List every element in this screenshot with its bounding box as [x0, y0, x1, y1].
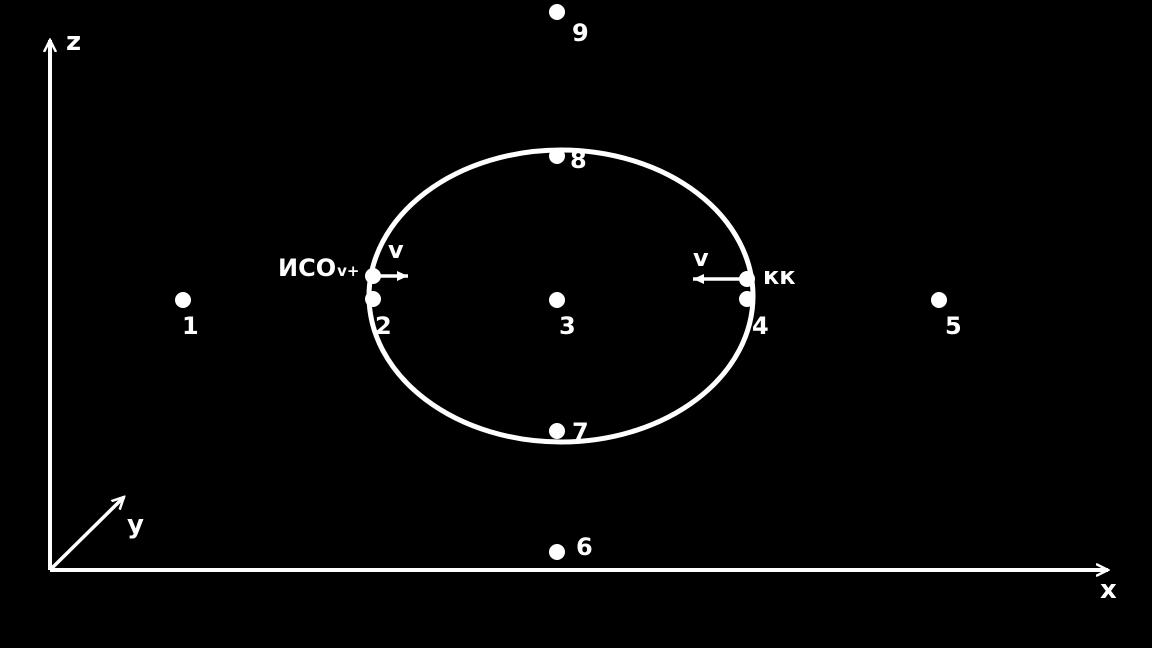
right-frame-point [739, 271, 755, 287]
left-velocity-label: v [388, 236, 404, 264]
x-axis-label: x [1100, 575, 1117, 605]
z-axis-label: z [66, 27, 81, 57]
right-frame-label: кк [763, 262, 796, 290]
point-5 [931, 292, 947, 308]
point-label-4: 4 [752, 312, 769, 340]
point-label-5: 5 [945, 312, 962, 340]
point-label-6: 6 [576, 533, 593, 561]
point-9 [549, 4, 565, 20]
point-4 [739, 291, 755, 307]
point-2 [365, 291, 381, 307]
point-label-2: 2 [375, 312, 392, 340]
left-frame-subscript: v+ [337, 262, 359, 280]
left-frame-point [365, 268, 381, 284]
point-6 [549, 544, 565, 560]
point-label-1: 1 [182, 312, 199, 340]
point-1 [175, 292, 191, 308]
y-axis-label: y [127, 510, 144, 540]
point-3 [549, 292, 565, 308]
point-7 [549, 423, 565, 439]
y-axis [50, 497, 124, 570]
point-8 [549, 148, 565, 164]
point-label-8: 8 [570, 146, 587, 174]
point-label-9: 9 [572, 19, 589, 47]
right-velocity-label: v [693, 244, 709, 272]
left-frame-name: ИСО [278, 254, 336, 282]
point-label-7: 7 [572, 418, 589, 446]
left-frame-label: ИСОv+ [278, 254, 359, 282]
point-label-3: 3 [559, 312, 576, 340]
